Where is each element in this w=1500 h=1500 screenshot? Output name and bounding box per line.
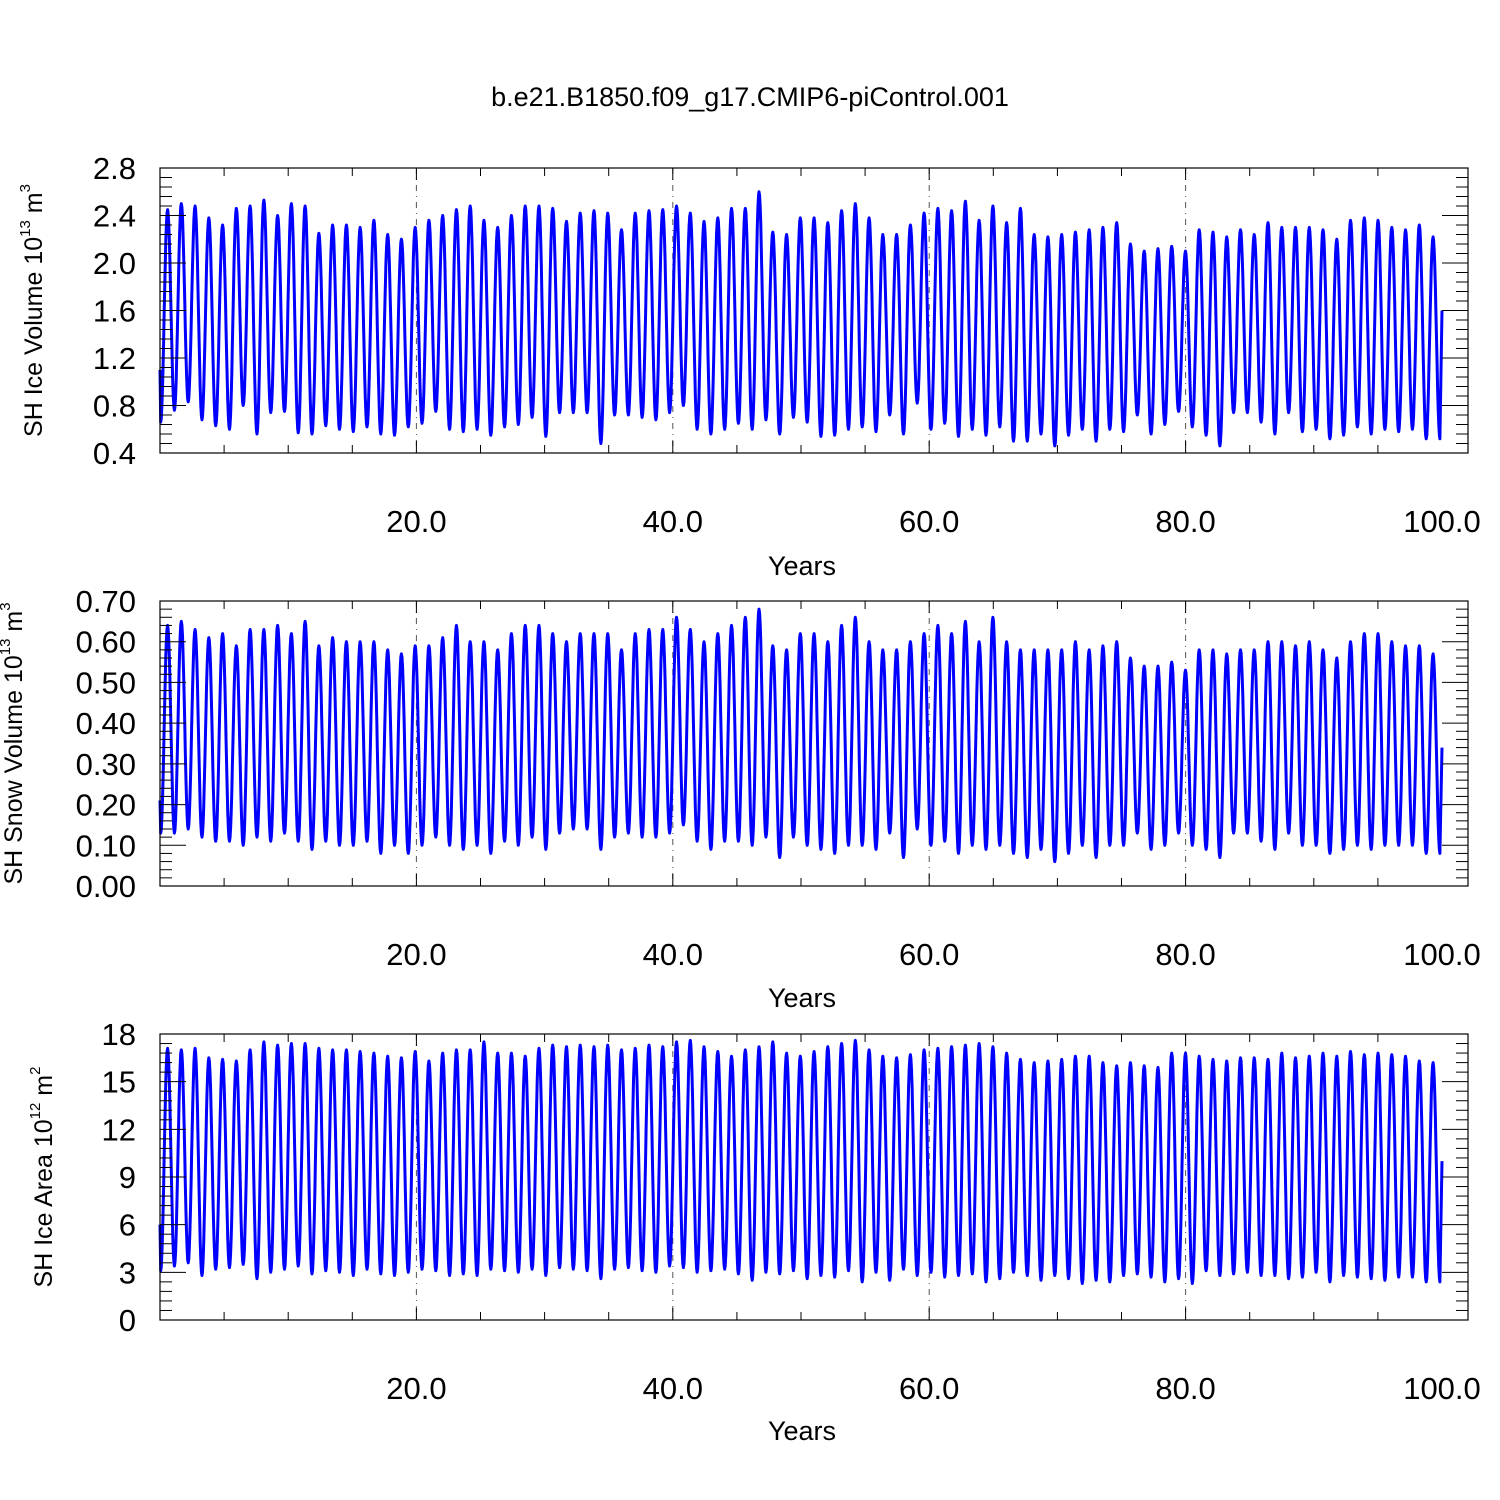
- x-tick-label: 100.0: [1403, 1371, 1481, 1406]
- y-tick-label: 0.8: [93, 389, 136, 424]
- x-tick-label: 40.0: [643, 937, 703, 972]
- x-tick-label: 80.0: [1155, 1371, 1215, 1406]
- x-axis-label: Years: [768, 983, 836, 1013]
- series-line: [158, 1038, 1444, 1285]
- y-tick-label: 9: [119, 1160, 136, 1195]
- x-tick-label: 60.0: [899, 504, 959, 539]
- y-tick-label: 0.30: [76, 747, 136, 782]
- plot-frame: [159, 600, 1469, 887]
- x-tick-label: 80.0: [1155, 504, 1215, 539]
- y-tick-label: 18: [102, 1017, 136, 1052]
- x-axis-label: Years: [768, 551, 836, 581]
- x-tick-label: 40.0: [643, 504, 703, 539]
- x-tick-label: 60.0: [899, 1371, 959, 1406]
- x-tick-label: 100.0: [1403, 937, 1481, 972]
- y-tick-label: 2.0: [93, 246, 136, 281]
- y-tick-label: 2.4: [93, 199, 136, 234]
- y-tick-label: 0.70: [76, 584, 136, 619]
- x-tick-label: 20.0: [386, 937, 446, 972]
- y-tick-label: 1.6: [93, 294, 136, 329]
- x-tick-label: 60.0: [899, 937, 959, 972]
- y-axis-label: SH Snow Volume 1013 m3: [0, 602, 28, 884]
- y-tick-label: 0.10: [76, 828, 136, 863]
- y-tick-label: 3: [119, 1255, 136, 1290]
- series-line: [158, 190, 1444, 448]
- y-tick-label: 2.8: [93, 151, 136, 186]
- panel-1: 20.0 40.0 60.0 80.0 100.0 Years 0.4 0.8 1.2 1.6 2.…: [17, 151, 1481, 581]
- y-tick-label: 0.50: [76, 665, 136, 700]
- chart-title: b.e21.B1850.f09_g17.CMIP6-piControl.001: [491, 82, 1009, 112]
- y-tick-label: 12: [102, 1112, 136, 1147]
- y-tick-label: 0.4: [93, 436, 136, 471]
- y-axis-label: SH Ice Area 1012 m2: [27, 1067, 58, 1288]
- panel-3: 20.0 40.0 60.0 80.0 100.0 Years 0 3 6 9 12 15 18 SH I…: [27, 1017, 1481, 1446]
- y-tick-label: 1.2: [93, 341, 136, 376]
- y-tick-label: 6: [119, 1208, 136, 1243]
- x-tick-label: 100.0: [1403, 504, 1481, 539]
- y-tick-label: 0.20: [76, 788, 136, 823]
- y-tick-label: 0.00: [76, 869, 136, 904]
- y-tick-label: 15: [102, 1065, 136, 1100]
- series-line: [158, 607, 1444, 864]
- y-tick-label: 0.60: [76, 625, 136, 660]
- x-axis-label: Years: [768, 1416, 836, 1446]
- panel-2: 20.0 40.0 60.0 80.0 100.0 Years 0.00 0.10 0.20 0.…: [0, 584, 1481, 1013]
- y-tick-label: 0: [119, 1303, 136, 1338]
- x-tick-label: 40.0: [643, 1371, 703, 1406]
- x-tick-label: 20.0: [386, 1371, 446, 1406]
- x-tick-label: 80.0: [1155, 937, 1215, 972]
- y-tick-label: 0.40: [76, 706, 136, 741]
- x-tick-label: 20.0: [386, 504, 446, 539]
- y-axis-label: SH Ice Volume 1013 m3: [17, 184, 48, 437]
